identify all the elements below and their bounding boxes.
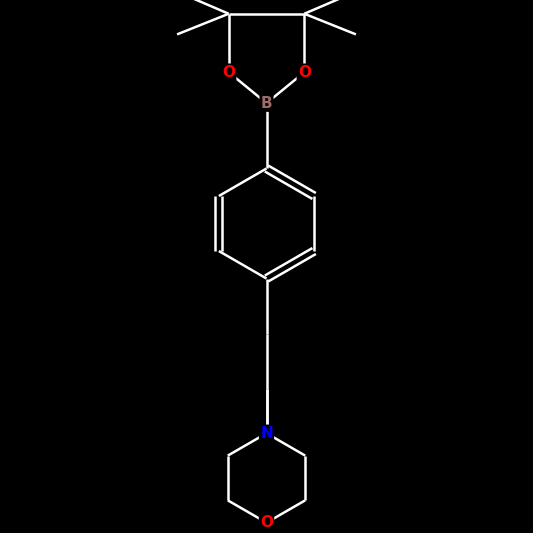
Text: B: B xyxy=(261,95,272,111)
Text: O: O xyxy=(260,515,273,530)
Text: N: N xyxy=(260,426,273,441)
Text: O: O xyxy=(298,64,311,80)
Text: O: O xyxy=(222,64,235,80)
